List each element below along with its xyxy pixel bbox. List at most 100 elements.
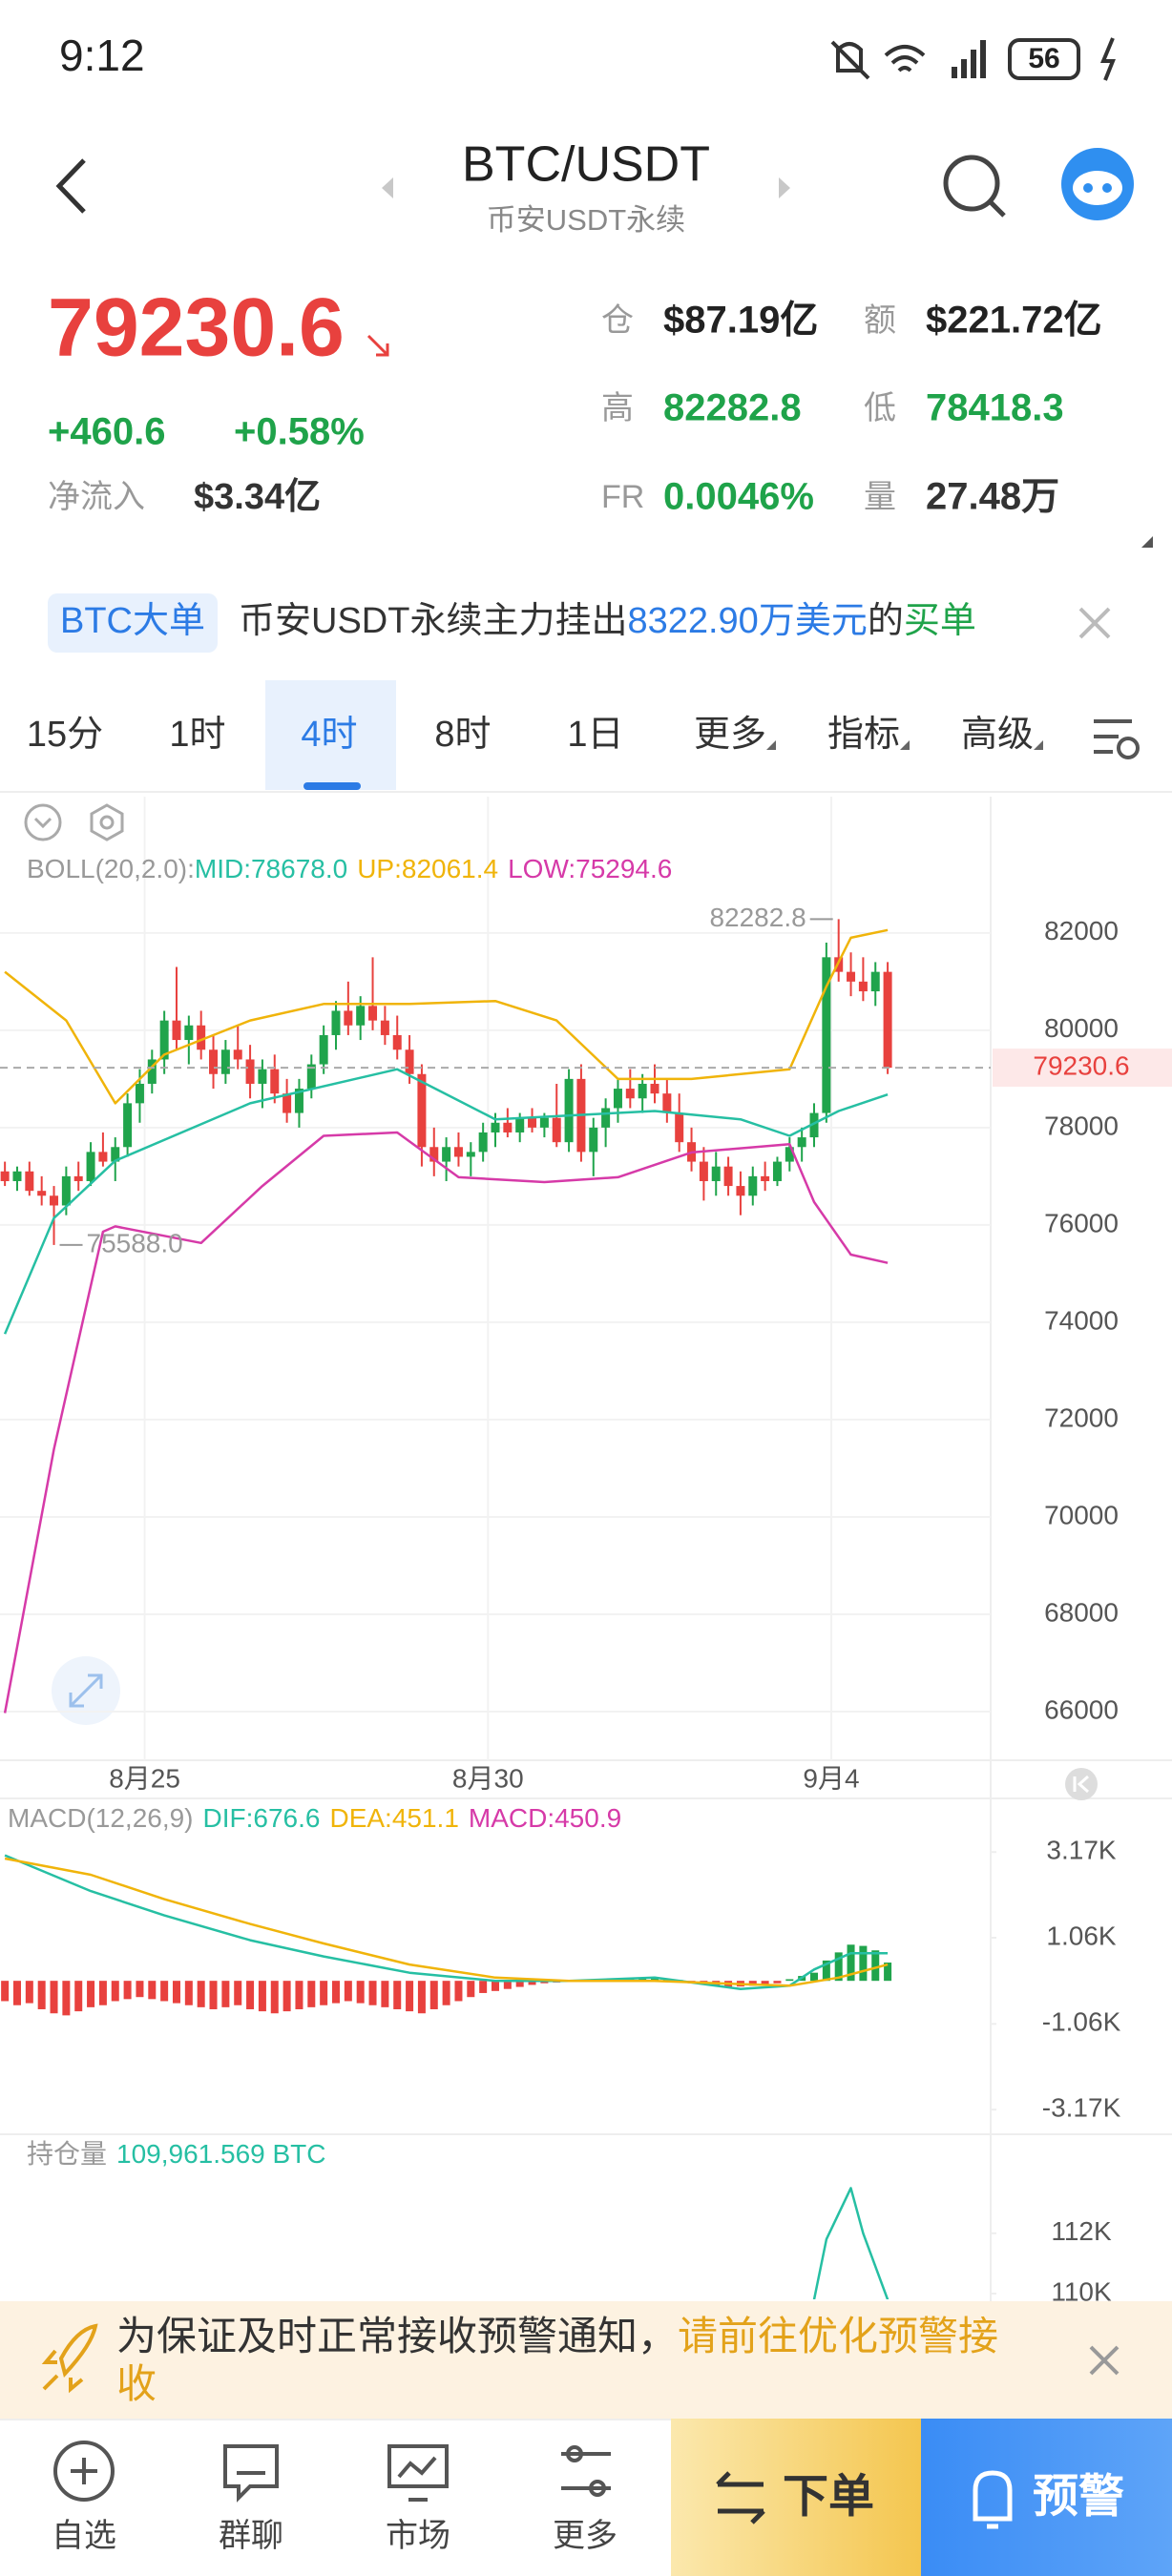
y-tick-label: 82000 [1044, 916, 1119, 945]
tab-selected-bg [265, 680, 396, 790]
candle-body [98, 1152, 108, 1162]
candle-body [883, 971, 892, 1069]
back-button[interactable] [55, 158, 86, 214]
y-tick-label: 76000 [1044, 1208, 1119, 1237]
y-tick-label: 70000 [1044, 1500, 1119, 1529]
nav-label[interactable]: 群聊 [219, 2518, 283, 2554]
legend-indicator: BOLL(20,2.0): [27, 854, 195, 883]
stat-label: 低 [864, 390, 896, 426]
nav-label[interactable]: 市场 [386, 2518, 450, 2554]
status-icons [830, 37, 1116, 81]
price-arrow [366, 334, 389, 357]
timeframe-tab[interactable]: 更多 [694, 715, 766, 755]
macd-bar [270, 1981, 279, 2014]
notice-close[interactable] [1078, 607, 1111, 639]
indicator-line [812, 2187, 889, 2299]
banner-link[interactable]: 请前往优化预警接收 [116, 2314, 999, 2406]
expand-corner[interactable] [1141, 536, 1153, 548]
candle-body [270, 1069, 280, 1094]
macd-bar [429, 1981, 438, 2009]
candle-body [662, 1093, 672, 1113]
y-tick-label: 78000 [1044, 1111, 1119, 1140]
macd-bar [356, 1981, 365, 2004]
candle-body [797, 1137, 806, 1148]
macd-bar [368, 1981, 377, 2005]
search-button[interactable] [943, 155, 1006, 218]
annotation-label: 82282.8 [709, 903, 806, 932]
macd-bar [503, 1981, 512, 1989]
banner-close[interactable] [1076, 2301, 1133, 2419]
timeframe-tab[interactable]: 指标 [827, 715, 900, 755]
macd-bar [172, 1981, 180, 2004]
macd-bar [638, 1978, 647, 1982]
notice-part: 8322.90万美元 [627, 601, 867, 641]
y-tick-label: -3.17K [1042, 2093, 1121, 2123]
notice-tag-bg [48, 593, 218, 653]
candle-body [37, 1191, 47, 1196]
candle-body [209, 1049, 219, 1074]
fullscreen-button[interactable] [52, 1656, 120, 1725]
legend-entry: MID:78678.0 [195, 854, 347, 883]
net-inflow: $3.34亿 [194, 477, 321, 517]
plot-area [1, 1854, 892, 2016]
prev-symbol[interactable] [382, 177, 393, 198]
status-time: 9:12 [59, 31, 145, 80]
candle-body [306, 1064, 316, 1090]
macd-bar [148, 1981, 157, 2000]
timeframe-tab[interactable]: 高级 [961, 715, 1034, 755]
order-label: 下单 [783, 2472, 874, 2523]
notice-part: 币安USDT永续主力挂出 [239, 601, 627, 641]
y-tick-label: 112K [1051, 2216, 1112, 2246]
candle-body [429, 1147, 439, 1162]
plot-area [0, 797, 991, 1760]
next-symbol[interactable] [779, 177, 790, 198]
candle-body [283, 1093, 292, 1113]
timeframe-tab[interactable]: 1日 [567, 715, 623, 755]
chart-tools[interactable] [24, 803, 124, 841]
macd-bar [479, 1981, 488, 1993]
order-button[interactable] [671, 2419, 921, 2576]
timeframe-tab[interactable]: 15分 [27, 715, 103, 755]
alert-button[interactable] [921, 2419, 1172, 2576]
macd-bar [37, 1981, 46, 2009]
macd-bar [515, 1981, 524, 1987]
candle-body [711, 1166, 721, 1181]
candle-body [12, 1171, 22, 1181]
scroll-latest-icon [1073, 1775, 1089, 1794]
alert-banner[interactable]: 为保证及时正常接收预警通知，请前往优化预警接收 [0, 2301, 1172, 2419]
tab-settings[interactable] [1094, 719, 1140, 759]
macd-bar [160, 1981, 169, 2002]
timeframe-tab[interactable]: 1时 [169, 715, 225, 755]
macd-bar [884, 1963, 892, 1982]
y-tick-label: 1.06K [1046, 1921, 1116, 1950]
macd-bar [761, 1981, 769, 1985]
macd-bar [773, 1981, 782, 1984]
macd-bar [283, 1981, 291, 2012]
macd-bar [123, 1981, 132, 2000]
stat-value: $87.19亿 [663, 300, 818, 342]
timeframe-tab[interactable]: 8时 [434, 715, 491, 755]
candle-body [589, 1127, 598, 1153]
dropdown-caret [900, 740, 910, 750]
macd-bar [540, 1981, 549, 1984]
avatar[interactable] [1061, 148, 1134, 220]
battery-level: 56 [1028, 43, 1059, 74]
macd-bar [50, 1981, 58, 2014]
candle-body [638, 1083, 647, 1099]
order-icon [716, 2471, 765, 2524]
macd-bar [197, 1981, 205, 2007]
x-tick-label: 8月30 [452, 1763, 524, 1793]
macd-bar [87, 1981, 95, 2007]
candle-body [601, 1108, 611, 1128]
legend-indicator: 持仓量 [27, 2139, 107, 2169]
nav-label[interactable]: 更多 [553, 2518, 617, 2554]
legend: MACD(12,26,9) DIF:676.6 DEA:451.1 MACD:450.… [8, 1803, 621, 1833]
last-price-label: 79230.6 [1033, 1050, 1129, 1080]
candle-body [613, 1089, 622, 1109]
macd-bar [307, 1981, 316, 2007]
candle-body [380, 1020, 389, 1035]
nav-label[interactable]: 自选 [52, 2518, 116, 2554]
y-tick-label: 66000 [1044, 1694, 1119, 1724]
timeframe-tab[interactable]: 4时 [301, 715, 357, 755]
candle-body [442, 1147, 451, 1162]
